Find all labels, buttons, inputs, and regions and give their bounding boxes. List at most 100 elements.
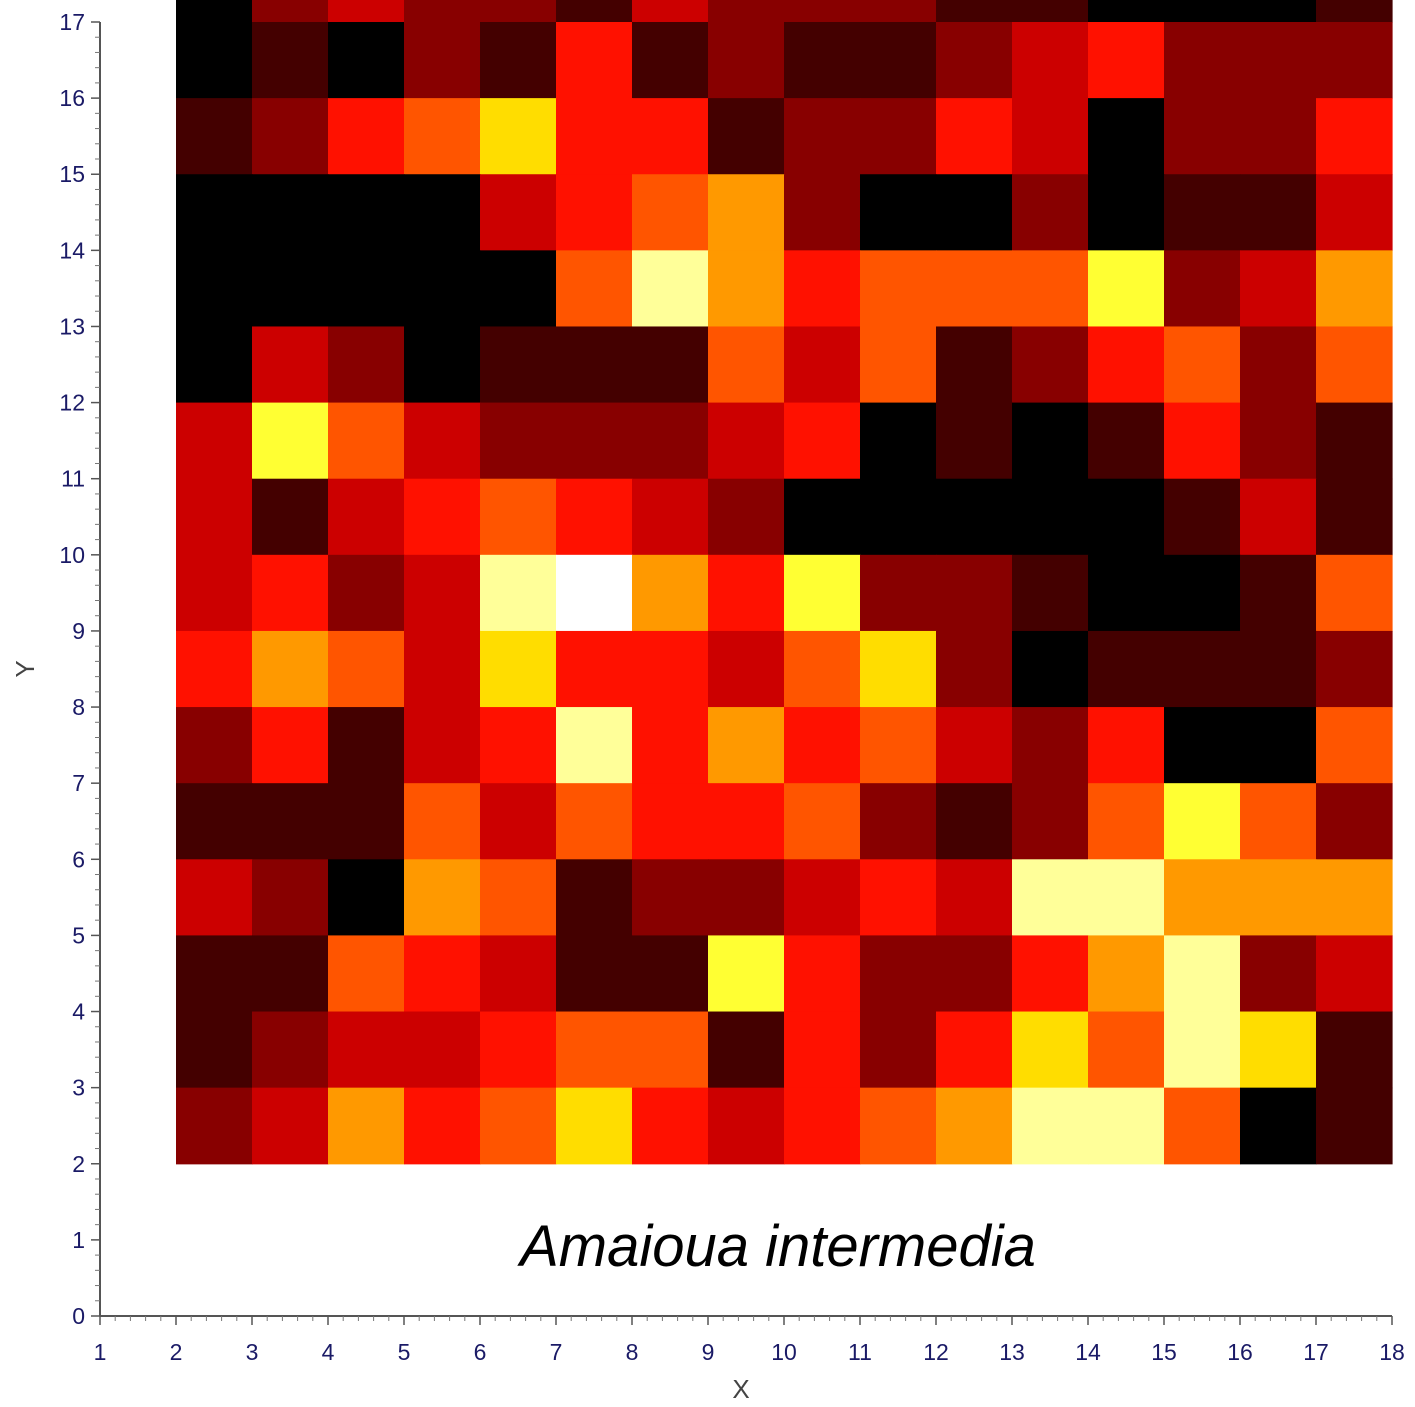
heatmap-cell	[404, 478, 481, 556]
heatmap-cell	[632, 98, 709, 175]
heatmap-cell	[1316, 22, 1393, 99]
heatmap-cell	[632, 859, 709, 937]
y-tick-label: 1	[72, 1227, 85, 1253]
heatmap-cell	[328, 554, 405, 632]
y-tick-label: 14	[59, 237, 85, 263]
heatmap-cell	[1012, 554, 1089, 632]
heatmap-cell	[1164, 935, 1241, 1013]
heatmap-cell	[1088, 174, 1165, 251]
x-tick-label: 12	[923, 1339, 949, 1365]
heatmap-cell	[556, 326, 633, 404]
heatmap-cell	[252, 783, 329, 860]
heatmap-cell	[1240, 630, 1317, 708]
x-tick-label: 14	[1075, 1339, 1101, 1365]
heatmap-cell	[1088, 1011, 1165, 1089]
heatmap-cell	[556, 554, 633, 632]
heatmap-cell	[936, 402, 1013, 480]
heatmap-cell	[784, 478, 861, 556]
heatmap-cell	[1316, 0, 1393, 23]
heatmap-cell	[708, 630, 785, 708]
heatmap-cell	[860, 402, 937, 480]
heatmap-cell	[632, 402, 709, 480]
heatmap-cell	[480, 554, 557, 632]
heatmap-cell	[176, 0, 253, 23]
x-tick-label: 1	[94, 1339, 107, 1365]
heatmap-cell	[1012, 326, 1089, 404]
heatmap-cell	[556, 859, 633, 937]
heatmap-cell	[708, 326, 785, 404]
heatmap-cell	[1088, 402, 1165, 480]
heatmap-cell	[860, 783, 937, 860]
heatmap-cell	[556, 402, 633, 480]
heatmap-cell	[252, 174, 329, 251]
heatmap-cell	[1316, 1011, 1393, 1089]
heatmap-cell	[632, 478, 709, 556]
x-tick-label: 11	[848, 1339, 872, 1365]
heatmap-cell	[328, 783, 405, 860]
heatmap-cell	[252, 22, 329, 99]
y-tick-label: 17	[59, 9, 85, 35]
heatmap-cell	[784, 783, 861, 860]
heatmap-cell	[404, 630, 481, 708]
heatmap-cell	[480, 1087, 557, 1165]
heatmap-cell	[1164, 1087, 1241, 1165]
heatmap-cell	[1240, 554, 1317, 632]
y-tick-label: 13	[59, 313, 85, 339]
heatmap-cell	[936, 859, 1013, 937]
y-tick-label: 11	[61, 466, 85, 492]
heatmap-cell	[860, 935, 937, 1013]
heatmap-cell	[556, 1011, 633, 1089]
heatmap-cell	[860, 554, 937, 632]
heatmap-cell	[632, 250, 709, 328]
heatmap-cell	[176, 478, 253, 556]
heatmap-cell	[860, 98, 937, 175]
heatmap-cell	[708, 0, 785, 23]
heatmap-cell	[556, 478, 633, 556]
heatmap-cell	[632, 0, 709, 23]
heatmap-cell	[708, 935, 785, 1013]
x-tick-label: 10	[771, 1339, 797, 1365]
heatmap-cell	[1088, 707, 1165, 784]
heatmap-cell	[936, 1087, 1013, 1165]
heatmap-cell	[1164, 554, 1241, 632]
heatmap-cell	[404, 250, 481, 328]
axes	[99, 22, 1392, 1317]
heatmap-cell	[708, 98, 785, 175]
heatmap-cell	[632, 707, 709, 784]
heatmap-cell	[328, 402, 405, 480]
heatmap-cell	[480, 707, 557, 784]
heatmap-cell	[1012, 783, 1089, 860]
heatmap-cell	[860, 707, 937, 784]
heatmap-cell	[252, 402, 329, 480]
heatmap-cell	[1164, 250, 1241, 328]
y-tick-label: 5	[72, 922, 85, 948]
heatmap-cell	[176, 859, 253, 937]
y-tick-label: 3	[72, 1075, 85, 1101]
heatmap-cell	[480, 98, 557, 175]
ticks	[91, 21, 1393, 1325]
heatmap-cell	[1240, 783, 1317, 860]
heatmap-cell	[784, 859, 861, 937]
x-tick-label: 4	[322, 1339, 335, 1365]
heatmap-cell	[328, 22, 405, 99]
heatmap-cell	[176, 250, 253, 328]
heatmap-cell	[252, 0, 329, 23]
heatmap-cell	[556, 935, 633, 1013]
heatmap-cell	[936, 22, 1013, 99]
y-axis-title: Y	[10, 660, 40, 677]
heatmap-cell	[936, 0, 1013, 23]
heatmap-cell	[632, 554, 709, 632]
heatmap-cell	[480, 0, 557, 23]
heatmap-cell	[404, 98, 481, 175]
heatmap-cell	[1012, 478, 1089, 556]
heatmap-cell	[784, 1087, 861, 1165]
heatmap-cell	[176, 707, 253, 784]
heatmap-cell	[632, 1087, 709, 1165]
heatmap-cell	[784, 707, 861, 784]
heatmap-cell	[1012, 630, 1089, 708]
x-tick-label: 18	[1379, 1339, 1405, 1365]
heatmap-cell	[252, 554, 329, 632]
heatmap-cell	[708, 1011, 785, 1089]
heatmap-cell	[1012, 1011, 1089, 1089]
heatmap-cell	[252, 1011, 329, 1089]
